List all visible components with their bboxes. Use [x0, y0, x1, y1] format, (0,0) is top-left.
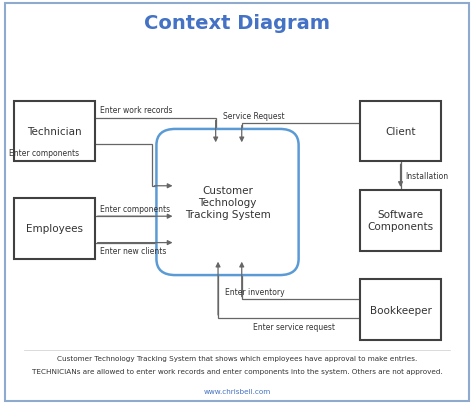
- Text: Technician: Technician: [27, 127, 82, 136]
- Text: TECHNICIANs are allowed to enter work records and enter components into the syst: TECHNICIANs are allowed to enter work re…: [32, 369, 442, 375]
- Text: Installation: Installation: [405, 172, 448, 181]
- Text: Enter service request: Enter service request: [253, 322, 335, 331]
- Text: Employees: Employees: [26, 224, 83, 234]
- Bar: [360, 279, 441, 340]
- Text: Customer Technology Tracking System that shows which employees have approval to : Customer Technology Tracking System that…: [57, 356, 417, 362]
- Text: Client: Client: [385, 127, 416, 136]
- Bar: [360, 190, 441, 251]
- Text: Enter work records: Enter work records: [100, 106, 172, 115]
- Text: www.chrisbell.com: www.chrisbell.com: [203, 388, 271, 394]
- Text: Enter new clients: Enter new clients: [100, 246, 166, 255]
- Text: Bookkeeper: Bookkeeper: [370, 305, 431, 315]
- Text: Enter components: Enter components: [9, 149, 80, 158]
- Text: Software
Components: Software Components: [367, 210, 434, 232]
- Text: Service Request: Service Request: [223, 111, 284, 120]
- Bar: [14, 101, 95, 162]
- Text: Context Diagram: Context Diagram: [144, 14, 330, 33]
- Text: Enter components: Enter components: [100, 205, 170, 213]
- Bar: [14, 198, 95, 259]
- Bar: [360, 101, 441, 162]
- FancyBboxPatch shape: [156, 130, 299, 275]
- Text: Enter inventory: Enter inventory: [225, 288, 284, 296]
- Text: Customer
Technology
Tracking System: Customer Technology Tracking System: [185, 186, 270, 219]
